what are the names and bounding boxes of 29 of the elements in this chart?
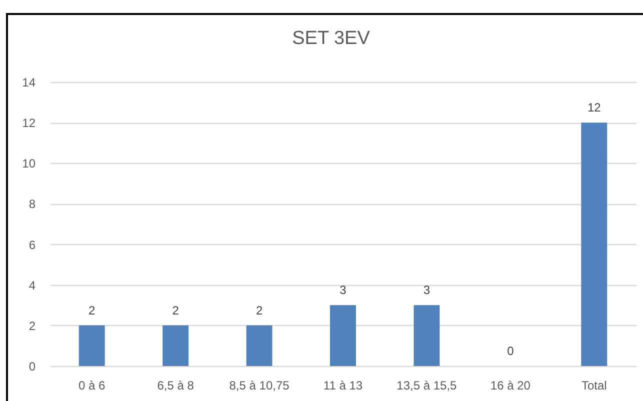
y-tick-label: 2 [28,318,36,333]
bar [414,305,440,366]
x-tick-label: 8,5 à 10,75 [229,378,290,392]
data-label: 3 [423,283,430,298]
x-tick-label: 11 à 13 [323,378,363,392]
y-tick-label: 12 [22,116,36,130]
x-tick-label: 0 à 6 [78,378,106,392]
bar [330,305,356,366]
y-tick-label: 0 [28,360,36,374]
x-tick-label: 13,5 à 15,5 [396,378,458,392]
bar [78,325,105,366]
y-tick-label: 8 [28,197,36,212]
bar [246,325,272,366]
y-tick-label: 4 [28,278,36,292]
x-tick-label: 6,5 à 8 [157,378,194,392]
data-label: 12 [587,100,602,115]
x-tick-label: Total [581,378,607,392]
bar [162,325,189,366]
data-label: 2 [88,303,96,318]
y-tick-label: 14 [22,76,36,90]
chart-title: SET 3EV [292,28,370,49]
data-label: 2 [172,303,180,318]
data-label: 0 [507,344,514,358]
y-tick-label: 6 [28,238,36,252]
y-tick-label: 10 [22,156,36,171]
data-label: 2 [256,303,263,318]
x-tick-label: 16 à 20 [490,378,531,392]
bar [581,122,608,366]
data-label: 3 [340,283,347,298]
